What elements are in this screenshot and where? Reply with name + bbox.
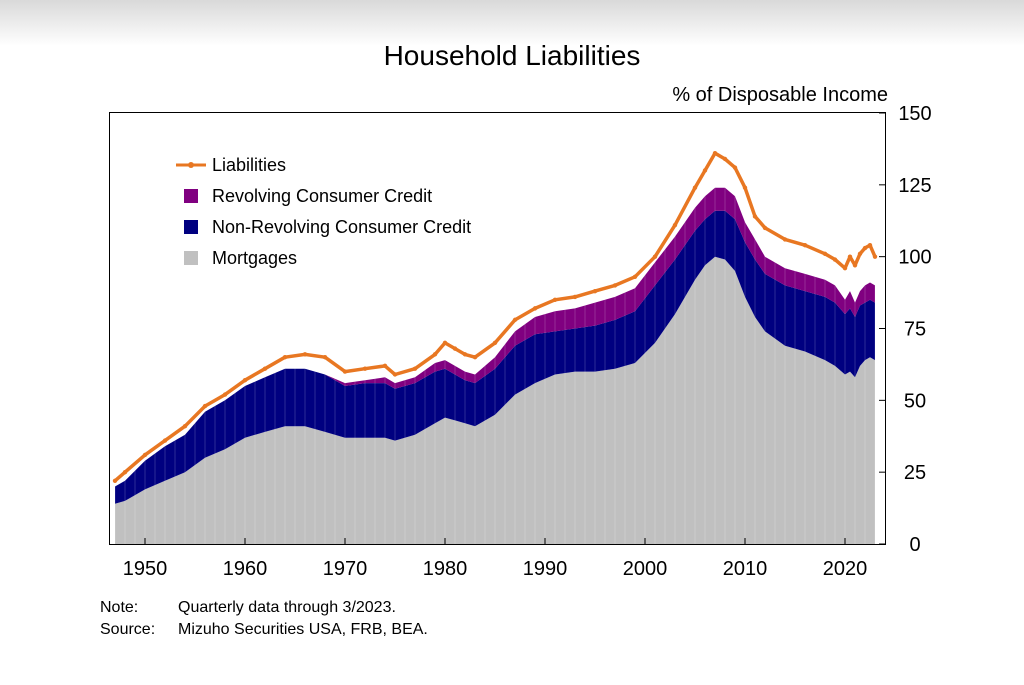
y-tick-label: 100 xyxy=(898,247,931,269)
liabilities-point xyxy=(182,423,188,429)
liabilities-point xyxy=(857,251,863,256)
liabilities-point xyxy=(302,352,308,357)
legend: Liabilities Revolving Consumer Credit Non-… xyxy=(176,155,471,268)
liabilities-point xyxy=(672,222,678,228)
liabilities-point xyxy=(692,185,698,190)
liabilities-point xyxy=(702,168,708,173)
liabilities-point xyxy=(762,225,768,231)
liabilities-point xyxy=(122,469,128,475)
footnotes: Note: Quarterly data through 3/2023. Sou… xyxy=(100,597,428,641)
legend-label: Revolving Consumer Credit xyxy=(212,186,432,206)
liabilities-point xyxy=(442,340,448,346)
note-row: Note: Quarterly data through 3/2023. xyxy=(100,597,428,619)
x-tick-label: 1960 xyxy=(223,558,268,580)
y-tick-label: 50 xyxy=(904,390,926,412)
x-tick-label: 1950 xyxy=(123,558,168,580)
x-tick-label: 1990 xyxy=(523,558,568,580)
y-tick-label: 0 xyxy=(909,534,920,556)
liabilities-point xyxy=(532,306,538,311)
source-row: Source: Mizuho Securities USA, FRB, BEA. xyxy=(100,619,428,641)
liabilities-point xyxy=(162,438,168,443)
liabilities-point xyxy=(362,366,368,371)
x-tick-label: 1980 xyxy=(423,558,468,580)
liabilities-point xyxy=(492,340,498,346)
liabilities-point xyxy=(202,403,208,409)
liabilities-point xyxy=(282,355,288,360)
liabilities-point xyxy=(142,452,148,458)
liabilities-point xyxy=(867,242,873,248)
liabilities-point xyxy=(712,151,718,156)
y-tick-label: 75 xyxy=(904,319,926,341)
liabilities-point xyxy=(322,355,328,360)
y-tick-label: 125 xyxy=(898,175,931,197)
liabilities-point xyxy=(222,392,228,397)
liabilities-point xyxy=(242,378,248,383)
liabilities-point xyxy=(652,254,658,259)
liabilities-point xyxy=(382,363,388,369)
liabilities-point xyxy=(862,245,868,251)
legend-label: Non-Revolving Consumer Credit xyxy=(212,217,471,237)
x-tick-label: 2020 xyxy=(823,558,868,580)
note-label: Note: xyxy=(100,599,139,616)
liabilities-line-layer xyxy=(112,151,878,483)
y-tick-label: 25 xyxy=(904,462,926,484)
liabilities-point xyxy=(412,366,418,371)
liabilities-point xyxy=(872,254,878,259)
source-text: Mizuho Securities USA, FRB, BEA. xyxy=(178,621,428,638)
chart-title: Household Liabilities xyxy=(383,40,641,71)
liabilities-point xyxy=(852,263,858,268)
legend-label: Mortgages xyxy=(212,248,297,268)
liabilities-point xyxy=(462,352,468,357)
liabilities-point xyxy=(802,242,808,248)
note-text: Quarterly data through 3/2023. xyxy=(178,599,396,616)
legend-label: Liabilities xyxy=(212,155,286,175)
liabilities-point xyxy=(572,294,578,300)
liabilities-point xyxy=(632,274,638,279)
area-layer xyxy=(114,113,876,544)
liabilities-point xyxy=(432,352,438,357)
liabilities-point xyxy=(592,288,598,294)
liabilities-point xyxy=(392,372,398,377)
liabilities-point xyxy=(832,257,838,262)
liabilities-point xyxy=(732,165,738,170)
liabilities-point xyxy=(822,251,828,256)
y-tick-label: 150 xyxy=(898,103,931,125)
liabilities-point xyxy=(847,254,853,259)
liabilities-point xyxy=(512,317,518,323)
liabilities-point xyxy=(742,185,748,190)
non-revolving-area xyxy=(115,210,875,504)
liabilities-point xyxy=(472,355,478,360)
x-tick-label: 2010 xyxy=(723,558,768,580)
top-shade xyxy=(0,0,1024,46)
legend-swatch xyxy=(184,251,198,265)
liabilities-point xyxy=(262,366,268,371)
y-axis-label: % of Disposable Income xyxy=(672,84,888,106)
liabilities-point xyxy=(842,265,848,271)
source-label: Source: xyxy=(100,621,156,638)
liabilities-point xyxy=(612,283,618,288)
liabilities-point xyxy=(452,346,458,351)
liabilities-point xyxy=(752,214,758,219)
plot-frame xyxy=(109,112,886,545)
legend-swatch xyxy=(184,220,198,234)
axis-layer: 1950 1960 1970 1980 1990 2000 2010 2020 150 125 10… xyxy=(123,103,932,580)
mortgages-area xyxy=(115,256,875,544)
x-tick-label: 1970 xyxy=(323,558,368,580)
legend-line-marker xyxy=(188,162,194,168)
liabilities-point xyxy=(112,478,118,483)
liabilities-point xyxy=(782,237,788,242)
liabilities-point xyxy=(342,369,348,374)
x-tick-label: 2000 xyxy=(623,558,668,580)
legend-swatch xyxy=(184,189,198,203)
liabilities-point xyxy=(552,297,558,302)
liabilities-point xyxy=(722,156,728,162)
